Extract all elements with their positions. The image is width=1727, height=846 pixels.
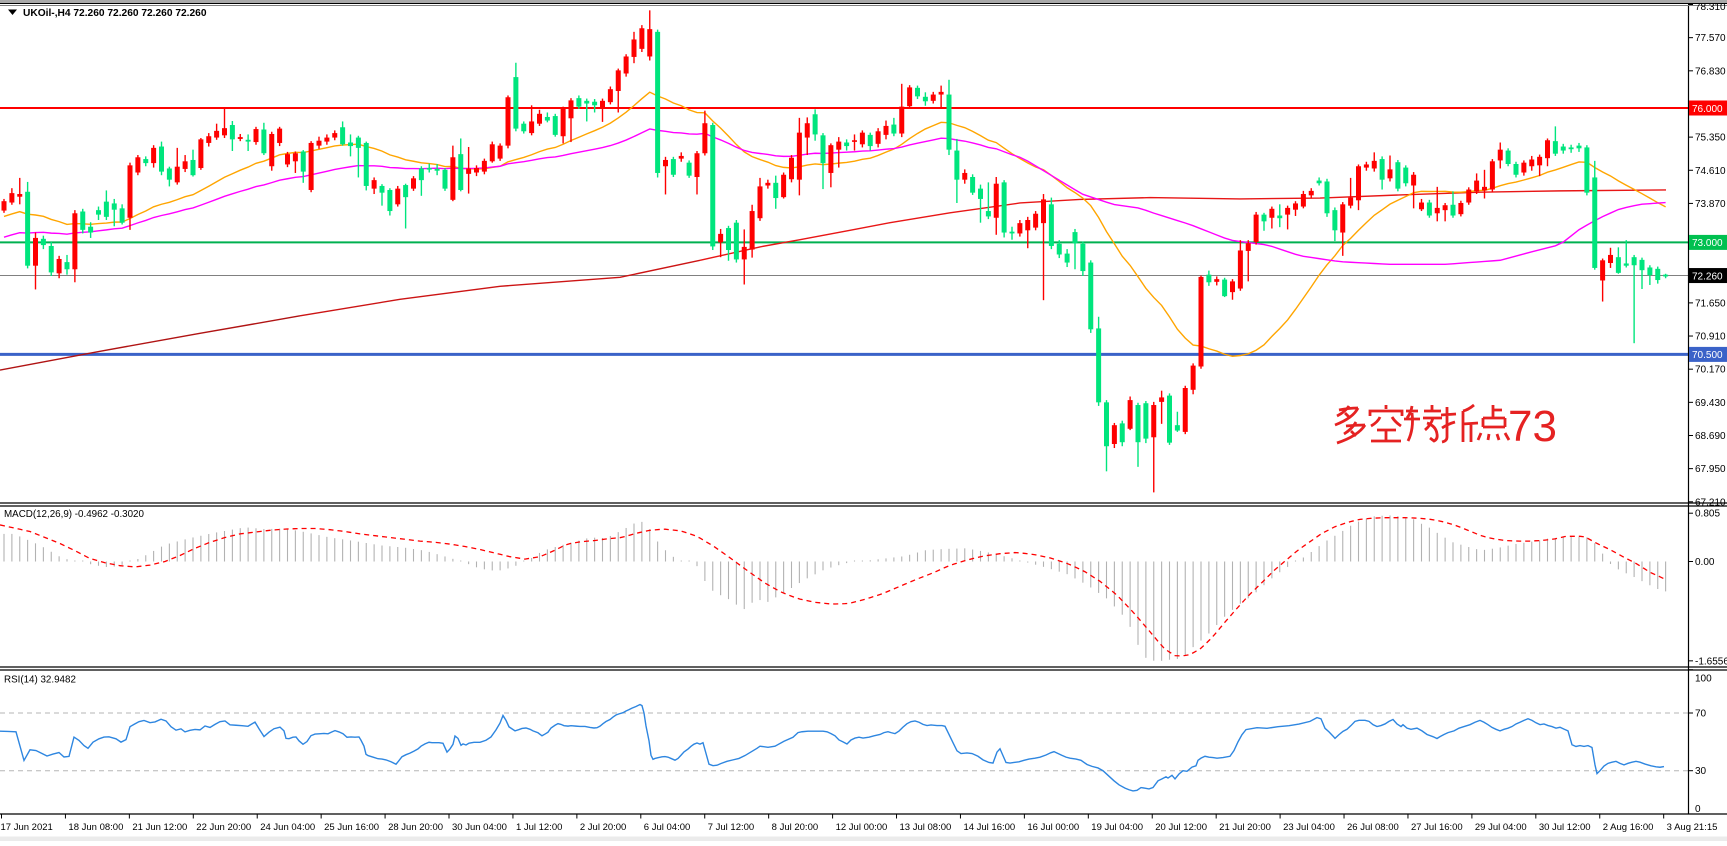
svg-text:2 Aug 16:00: 2 Aug 16:00 [1603,822,1654,833]
svg-text:17 Jun 2021: 17 Jun 2021 [1,822,53,833]
svg-text:21 Jul 20:00: 21 Jul 20:00 [1219,822,1271,833]
svg-text:69.430: 69.430 [1695,398,1726,409]
svg-text:72.260: 72.260 [1692,271,1723,282]
svg-text:19 Jul 04:00: 19 Jul 04:00 [1091,822,1143,833]
svg-text:28 Jun 20:00: 28 Jun 20:00 [388,822,443,833]
svg-text:70.910: 70.910 [1695,332,1726,343]
svg-text:6 Jul 04:00: 6 Jul 04:00 [644,822,690,833]
svg-text:74.610: 74.610 [1695,166,1726,177]
svg-text:25 Jun 16:00: 25 Jun 16:00 [324,822,379,833]
svg-text:77.570: 77.570 [1695,33,1726,44]
svg-text:70.500: 70.500 [1692,350,1723,361]
svg-text:14 Jul 16:00: 14 Jul 16:00 [963,822,1015,833]
svg-text:78.310: 78.310 [1695,2,1726,13]
svg-text:76.000: 76.000 [1692,104,1723,115]
svg-text:2 Jul 20:00: 2 Jul 20:00 [580,822,626,833]
svg-text:67.950: 67.950 [1695,464,1726,475]
svg-text:70: 70 [1695,709,1707,720]
svg-text:23 Jul 04:00: 23 Jul 04:00 [1283,822,1335,833]
svg-text:73.870: 73.870 [1695,199,1726,210]
svg-text:71.650: 71.650 [1695,298,1726,309]
svg-text:30 Jun 04:00: 30 Jun 04:00 [452,822,507,833]
svg-text:68.690: 68.690 [1695,431,1726,442]
svg-text:30: 30 [1695,766,1707,777]
svg-text:22 Jun 20:00: 22 Jun 20:00 [196,822,251,833]
svg-text:29 Jul 04:00: 29 Jul 04:00 [1475,822,1527,833]
svg-text:8 Jul 20:00: 8 Jul 20:00 [772,822,818,833]
svg-text:75.350: 75.350 [1695,133,1726,144]
svg-text:73.000: 73.000 [1692,238,1723,249]
svg-text:MACD(12,26,9) -0.4962 -0.3020: MACD(12,26,9) -0.4962 -0.3020 [4,509,145,520]
svg-text:16 Jul 00:00: 16 Jul 00:00 [1027,822,1079,833]
svg-text:1 Jul 12:00: 1 Jul 12:00 [516,822,562,833]
svg-text:76.830: 76.830 [1695,66,1726,77]
svg-text:7 Jul 12:00: 7 Jul 12:00 [708,822,754,833]
svg-text:0: 0 [1695,804,1701,815]
svg-text:30 Jul 12:00: 30 Jul 12:00 [1539,822,1591,833]
svg-text:70.170: 70.170 [1695,365,1726,376]
svg-text:0.00: 0.00 [1695,557,1715,568]
svg-text:18 Jun 08:00: 18 Jun 08:00 [68,822,123,833]
svg-text:24 Jun 04:00: 24 Jun 04:00 [260,822,315,833]
svg-text:100: 100 [1695,674,1712,685]
svg-text:20 Jul 12:00: 20 Jul 12:00 [1155,822,1207,833]
svg-text:13 Jul 08:00: 13 Jul 08:00 [900,822,952,833]
svg-text:73: 73 [1508,402,1557,451]
svg-text:3 Aug 21:15: 3 Aug 21:15 [1667,822,1718,833]
svg-text:21 Jun 12:00: 21 Jun 12:00 [132,822,187,833]
svg-text:12 Jul 00:00: 12 Jul 00:00 [836,822,888,833]
svg-text:67.210: 67.210 [1695,497,1726,508]
svg-text:27 Jul 16:00: 27 Jul 16:00 [1411,822,1463,833]
svg-text:0.805: 0.805 [1695,509,1720,520]
svg-text:RSI(14) 32.9482: RSI(14) 32.9482 [4,675,76,686]
svg-text:UKOil-,H4 72.260 72.260 72.26: UKOil-,H4 72.260 72.260 72.260 72.260 [23,8,207,19]
svg-text:26 Jul 08:00: 26 Jul 08:00 [1347,822,1399,833]
svg-text:-1.6556: -1.6556 [1695,656,1727,667]
